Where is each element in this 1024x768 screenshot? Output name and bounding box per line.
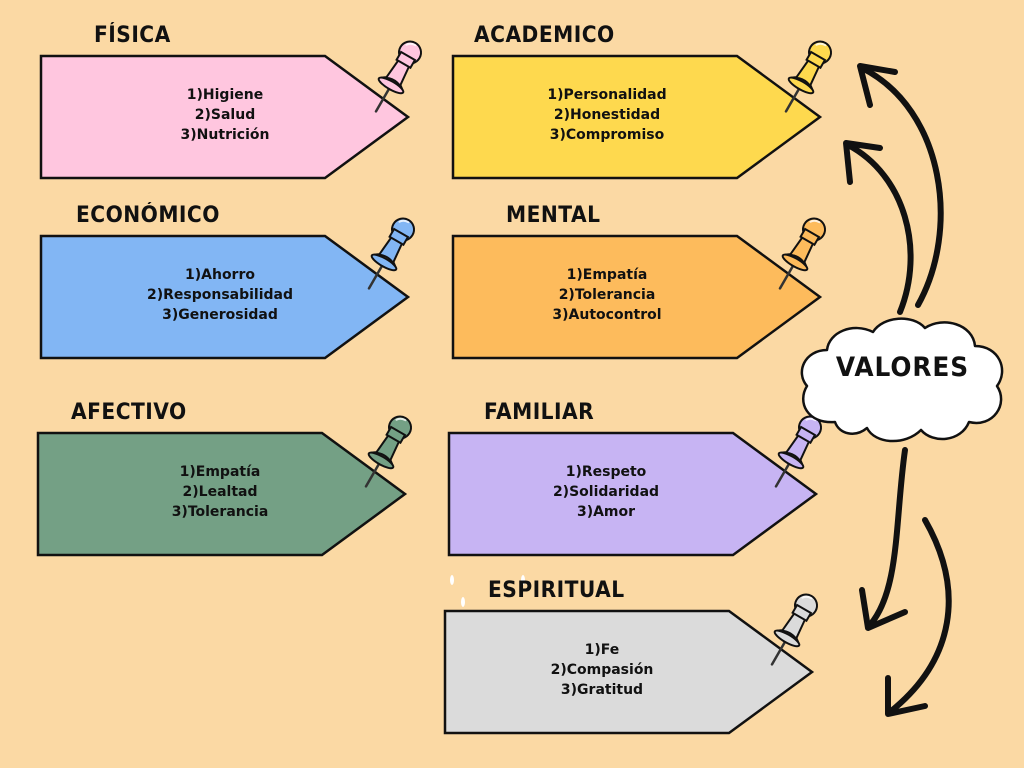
value-item: 3)Autocontrol bbox=[552, 307, 662, 323]
arrowhead-4 bbox=[885, 675, 928, 717]
pushpin-icon bbox=[778, 217, 826, 290]
card-mental: MENTAL 1)Empatía 2)Tolerancia 3)Autocont… bbox=[451, 203, 823, 360]
value-list: 1)Ahorro 2)Responsabilidad 3)Generosidad bbox=[35, 265, 405, 325]
pushpin-icon bbox=[364, 415, 412, 488]
card-title: ESPIRITUAL bbox=[488, 578, 625, 603]
value-item: 3)Amor bbox=[576, 504, 636, 520]
value-item: 3)Gratitud bbox=[560, 682, 644, 698]
pushpin-icon bbox=[374, 40, 422, 113]
arrow-shape bbox=[443, 609, 815, 735]
arrow-shape bbox=[39, 54, 411, 180]
value-item: 1)Respeto bbox=[565, 464, 647, 480]
card-afectivo: AFECTIVO 1)Empatía 2)Lealtad 3)Toleranci… bbox=[35, 400, 408, 557]
value-list: 1)Higiene 2)Salud 3)Nutrición bbox=[40, 85, 410, 145]
value-item: 3)Compromiso bbox=[549, 127, 665, 143]
arrow-shape bbox=[447, 431, 819, 557]
value-list: 1)Fe 2)Compasión 3)Gratitud bbox=[417, 640, 787, 700]
value-item: 2)Lealtad bbox=[182, 484, 258, 500]
card-espiritual: ESPIRITUAL 1)Fe 2)Compasión 3)Gratitud bbox=[443, 578, 815, 735]
center-cloud: VALORES bbox=[795, 310, 1010, 445]
card-title: FÍSICA bbox=[94, 23, 171, 48]
sparkle-2 bbox=[461, 597, 465, 607]
value-list: 1)Personalidad 2)Honestidad 3)Compromiso bbox=[422, 85, 792, 145]
value-item: 3)Tolerancia bbox=[171, 504, 269, 520]
value-item: 1)Higiene bbox=[186, 87, 264, 103]
card-title: ECONÓMICO bbox=[76, 203, 220, 228]
pushpin-icon bbox=[774, 415, 822, 488]
card-title: MENTAL bbox=[506, 203, 601, 228]
value-item: 2)Tolerancia bbox=[558, 287, 656, 303]
value-item: 1)Ahorro bbox=[185, 267, 255, 283]
value-item: 3)Nutrición bbox=[180, 127, 270, 143]
card-economico: ECONÓMICO 1)Ahorro 2)Responsabilidad 3)G… bbox=[39, 203, 411, 360]
value-item: 2)Salud bbox=[194, 107, 256, 123]
card-title: AFECTIVO bbox=[71, 400, 187, 425]
value-item: 2)Responsabilidad bbox=[146, 287, 294, 303]
value-item: 1)Empatía bbox=[179, 464, 261, 480]
arrowhead-3 bbox=[859, 587, 908, 631]
card-title: FAMILIAR bbox=[484, 400, 595, 425]
card-academico: ACADEMICO 1)Personalidad 2)Honestidad 3)… bbox=[451, 23, 823, 180]
card-title: ACADEMICO bbox=[474, 23, 615, 48]
value-list: 1)Empatía 2)Lealtad 3)Tolerancia bbox=[35, 462, 405, 522]
value-item: 1)Fe bbox=[584, 642, 620, 658]
pushpin-icon bbox=[770, 593, 818, 666]
arrow-shape bbox=[39, 234, 411, 360]
value-list: 1)Empatía 2)Tolerancia 3)Autocontrol bbox=[422, 265, 792, 325]
value-item: 3)Generosidad bbox=[162, 307, 278, 323]
value-item: 1)Empatía bbox=[566, 267, 648, 283]
arrow-down-inner bbox=[887, 517, 952, 715]
arrow-shape bbox=[36, 431, 408, 557]
sparkle-3 bbox=[521, 575, 525, 585]
cloud-shape bbox=[800, 317, 1004, 443]
value-item: 2)Compasión bbox=[550, 662, 654, 678]
arrow-shape bbox=[451, 234, 823, 360]
sparkle-1 bbox=[450, 575, 454, 585]
arrowhead-1 bbox=[857, 63, 898, 108]
value-item: 2)Solidaridad bbox=[552, 484, 660, 500]
arrow-shape bbox=[451, 54, 823, 180]
arrow-up-outer bbox=[859, 65, 944, 308]
value-list: 1)Respeto 2)Solidaridad 3)Amor bbox=[421, 462, 791, 522]
pushpin-icon bbox=[367, 217, 415, 290]
arrow-up-inner bbox=[845, 142, 914, 315]
center-label: VALORES bbox=[835, 352, 970, 383]
card-fisica: FÍSICA 1)Higiene 2)Salud 3)Nutrición bbox=[39, 23, 411, 180]
value-item: 1)Personalidad bbox=[547, 87, 667, 103]
card-familiar: FAMILIAR 1)Respeto 2)Solidaridad 3)Amor bbox=[447, 400, 819, 557]
arrowhead-2 bbox=[843, 140, 883, 185]
arrow-down-outer bbox=[867, 447, 908, 628]
pushpin-icon bbox=[784, 40, 832, 113]
value-item: 2)Honestidad bbox=[553, 107, 661, 123]
